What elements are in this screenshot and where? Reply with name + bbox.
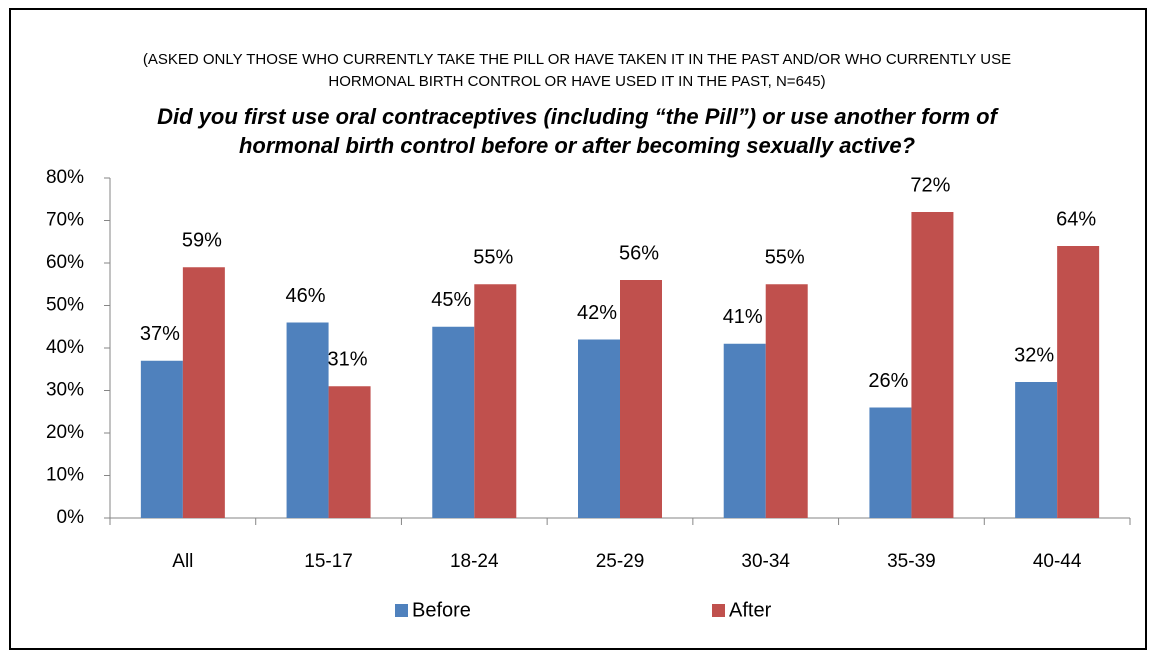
chart-title: Did you first use oral contraceptives (i… [157, 104, 997, 129]
value-label: 31% [328, 349, 368, 371]
y-tick-label: 10% [46, 465, 84, 486]
legend-label: Before [412, 599, 471, 621]
y-tick-label: 60% [46, 252, 84, 273]
value-label: 41% [723, 306, 763, 328]
value-label: 46% [286, 285, 326, 307]
bar [765, 284, 808, 518]
value-label: 26% [868, 370, 908, 392]
bar [432, 326, 475, 518]
x-tick-label: 30-34 [741, 551, 790, 572]
bar [140, 360, 183, 518]
value-label: 59% [182, 230, 222, 252]
y-tick-label: 70% [46, 210, 84, 231]
bar [474, 284, 517, 518]
x-tick-label: All [172, 551, 193, 572]
y-tick-label: 20% [46, 422, 84, 443]
value-label: 55% [765, 247, 805, 269]
value-label: 56% [619, 242, 659, 264]
bar [1015, 382, 1058, 518]
bar [869, 407, 912, 518]
bar [286, 322, 329, 518]
bar [578, 339, 620, 518]
value-label: 32% [1014, 344, 1054, 366]
value-label: 37% [140, 323, 180, 345]
bar [328, 386, 371, 518]
value-label: 45% [431, 289, 471, 311]
y-tick-label: 0% [57, 507, 85, 528]
bar [182, 267, 225, 518]
value-label: 64% [1056, 208, 1096, 230]
x-tick-label: 35-39 [887, 551, 936, 572]
chart-title: hormonal birth control before or after b… [238, 133, 916, 158]
subtitle: (ASKED ONLY THOSE WHO CURRENTLY TAKE THE… [142, 51, 1012, 68]
legend-swatch [712, 604, 725, 617]
x-tick-label: 18-24 [450, 551, 499, 572]
value-label: 72% [910, 174, 950, 196]
frame [9, 8, 1147, 650]
subtitle: HORMONAL BIRTH CONTROL OR HAVE USED IT I… [328, 73, 826, 90]
y-tick-label: 80% [46, 167, 84, 188]
bar [723, 343, 766, 518]
y-tick-label: 30% [46, 380, 84, 401]
x-tick-label: 40-44 [1033, 551, 1082, 572]
bar [1057, 246, 1100, 518]
x-tick-label: 15-17 [304, 551, 353, 572]
y-tick-label: 40% [46, 337, 84, 358]
y-tick-label: 50% [46, 295, 84, 316]
legend-swatch [395, 604, 408, 617]
bar [911, 212, 954, 518]
legend-label: After [729, 599, 772, 621]
x-tick-label: 25-29 [596, 551, 645, 572]
bar [620, 280, 662, 518]
value-label: 55% [473, 247, 513, 269]
value-label: 42% [577, 302, 617, 324]
